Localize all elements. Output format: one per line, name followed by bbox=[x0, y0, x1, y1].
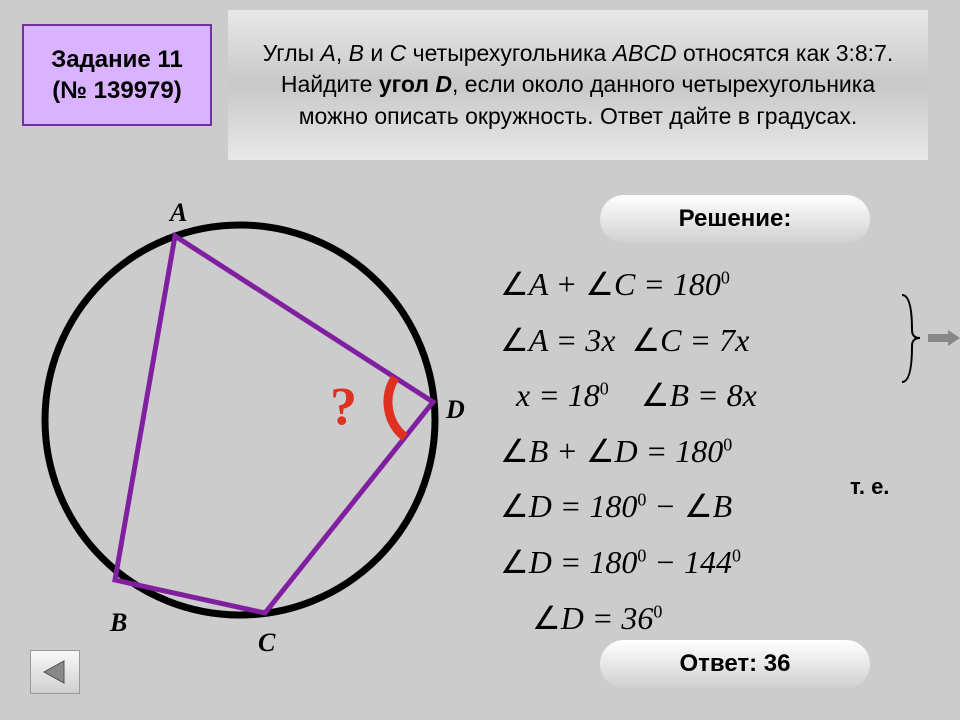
task-box: Задание 11 (№ 139979) bbox=[22, 24, 212, 126]
eq-line-7: ∠D = 360 bbox=[500, 594, 920, 644]
solution-label: Решение: bbox=[679, 205, 792, 233]
vertex-label-a: A bbox=[170, 198, 187, 228]
circumscribed-circle bbox=[45, 225, 435, 615]
task-title-line2: (№ 139979) bbox=[52, 75, 182, 106]
eq-line-6: ∠D = 1800 − 1440 bbox=[500, 538, 920, 588]
note-te: т. е. bbox=[850, 470, 889, 504]
solution-button[interactable]: Решение: bbox=[600, 195, 870, 243]
brace-arrow-icon bbox=[900, 290, 960, 390]
answer-button[interactable]: Ответ: 36 bbox=[600, 640, 870, 688]
vertex-label-c: C bbox=[258, 628, 275, 658]
back-button[interactable] bbox=[30, 650, 80, 694]
problem-text: Углы A, B и C четырехугольника ABCD отно… bbox=[253, 38, 903, 131]
diagram-svg bbox=[20, 180, 460, 650]
back-arrow-icon bbox=[40, 657, 70, 687]
geometry-diagram: A B C D ? bbox=[20, 180, 460, 650]
answer-label: Ответ: 36 bbox=[680, 650, 791, 678]
eq-line-1: ∠A + ∠C = 1800 bbox=[500, 260, 920, 310]
eq-line-2: ∠A = 3x ∠C = 7x bbox=[500, 316, 920, 366]
problem-statement: Углы A, B и C четырехугольника ABCD отно… bbox=[228, 10, 928, 160]
vertex-label-d: D bbox=[446, 395, 465, 425]
eq-line-3: x = 180 ∠B = 8x bbox=[500, 371, 920, 421]
vertex-label-b: B bbox=[110, 608, 127, 638]
task-title-line1: Задание 11 bbox=[51, 44, 183, 75]
eq-line-4: ∠B + ∠D = 1800 bbox=[500, 427, 920, 477]
angle-d-arc bbox=[388, 378, 405, 438]
question-mark: ? bbox=[330, 375, 357, 437]
solution-equations: ∠A + ∠C = 1800 ∠A = 3x ∠C = 7x x = 180 ∠… bbox=[500, 260, 920, 649]
